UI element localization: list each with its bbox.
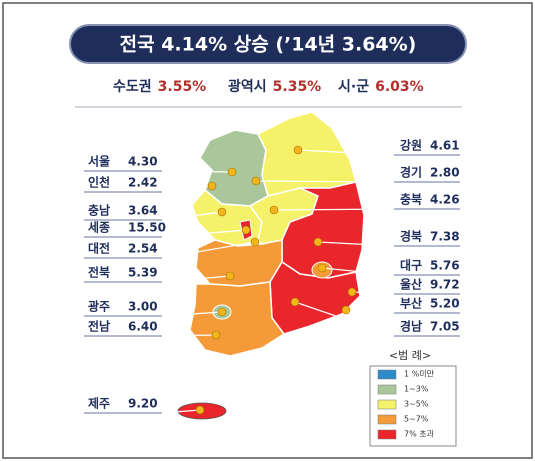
region-labels: 서울 4.30 인천 2.42 충남 3.64 세종 15.50 대전 2.54 전북 5.39 광주 3… [84, 139, 460, 415]
summary-value: 5.35% [273, 79, 322, 95]
summary-label: 수도권 [113, 79, 152, 95]
region-value: 15.50 [128, 221, 166, 235]
region-dot [293, 145, 303, 155]
leader-line [273, 208, 395, 211]
legend-swatch [377, 414, 397, 425]
region-name: 경북 [400, 230, 422, 244]
leader-line [161, 275, 231, 283]
region-name: 울산 [400, 277, 422, 292]
legend-label: 7% 초과 [404, 430, 435, 439]
region-value: 3.00 [128, 300, 158, 314]
region-value: 5.20 [430, 297, 460, 311]
region-name: 충남 [88, 203, 110, 218]
region-dot [347, 287, 357, 297]
region-dot [250, 237, 260, 247]
summary-item: 수도권 3.55% [113, 79, 206, 95]
region-value: 2.42 [128, 176, 158, 190]
region-value: 7.38 [430, 230, 460, 244]
region-name: 충북 [400, 192, 422, 207]
region-value: 4.26 [430, 193, 460, 207]
leader-line [345, 309, 395, 314]
summary-label: 광역시 [228, 78, 267, 95]
region-dot [251, 176, 261, 186]
region-name: 제주 [88, 397, 110, 411]
region-value: 4.30 [128, 155, 158, 169]
region-value: 2.54 [128, 242, 158, 256]
leader-line [161, 170, 233, 173]
legend: 1 %미만 1~3% 3~5% 5~7% 7% 초과 [377, 369, 435, 440]
region-name: 대전 [88, 241, 110, 256]
region-name: 전남 [88, 319, 110, 334]
region-dot [290, 297, 300, 307]
region-dot [341, 305, 351, 315]
region-dot [217, 307, 227, 317]
leader-line [294, 301, 395, 337]
leader-line [321, 267, 395, 276]
map [177, 111, 365, 420]
region-name: 전북 [88, 265, 110, 280]
region-value: 6.40 [128, 320, 158, 334]
region-dot [317, 263, 327, 273]
region-value: 7.05 [430, 320, 460, 334]
region-dot [269, 205, 279, 215]
region-name: 강원 [400, 139, 422, 153]
region-value: 9.20 [128, 397, 158, 411]
leader-line [161, 211, 223, 221]
summary-item: 시·군 6.03% [338, 79, 424, 95]
legend-swatch [377, 399, 397, 410]
region-dot [227, 167, 237, 177]
region-dot [195, 405, 205, 415]
region-value: 5.39 [128, 266, 158, 280]
legend-label: 3~5% [404, 400, 429, 409]
region-name: 부산 [400, 296, 422, 311]
region-dot [207, 181, 217, 191]
summary-label: 시·군 [338, 79, 369, 95]
region-name: 세종 [88, 220, 110, 235]
legend-swatch [377, 384, 397, 395]
region-dot [241, 225, 251, 235]
legend-label: 1 %미만 [404, 370, 435, 379]
leader-line [161, 311, 223, 317]
summary-value: 6.03% [375, 79, 424, 95]
region-name: 경남 [400, 319, 422, 334]
region-value: 4.61 [430, 139, 460, 153]
summary-item: 광역시 5.35% [228, 78, 321, 95]
region-dot [313, 237, 323, 247]
legend-swatch [377, 429, 397, 440]
leader-line [161, 185, 213, 193]
title: 전국 4.14% 상승 (’14년 3.64%) [120, 34, 417, 56]
leader-line [317, 241, 395, 247]
region-name: 경기 [400, 165, 422, 180]
legend-label: 1~3% [404, 385, 429, 394]
region-name: 대구 [400, 259, 422, 273]
region-value: 3.64 [128, 204, 158, 218]
region-value: 2.80 [430, 166, 460, 180]
leader-line [161, 229, 247, 238]
leader-line [351, 291, 395, 295]
leader-line [161, 241, 256, 259]
leader-line [161, 409, 201, 414]
summary: 수도권 3.55% 광역시 5.35% 시·군 6.03% [113, 78, 424, 95]
region-dot [225, 271, 235, 281]
leader-line [255, 180, 395, 183]
region-jeonbuk [195, 239, 283, 287]
leader-line [161, 334, 217, 337]
legend-swatch [377, 369, 397, 380]
region-value: 9.72 [430, 278, 460, 292]
legend-title: <범 례> [389, 349, 431, 362]
region-dot [217, 207, 227, 217]
region-name: 서울 [88, 154, 110, 169]
region-dot [211, 330, 221, 340]
region-name: 인천 [88, 175, 110, 190]
legend-label: 5~7% [404, 415, 429, 424]
summary-value: 3.55% [158, 79, 207, 95]
title-pill [69, 24, 467, 64]
region-name: 광주 [88, 299, 110, 314]
region-value: 5.76 [430, 259, 460, 273]
leader-line [297, 149, 395, 156]
